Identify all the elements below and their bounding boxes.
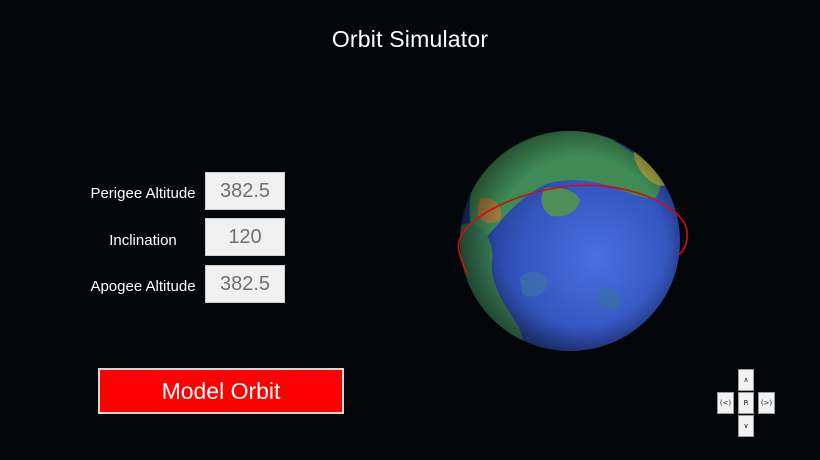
page-title: Orbit Simulator xyxy=(331,26,489,52)
inclination-label: Inclination xyxy=(109,232,177,249)
rotate-left-button[interactable]: (<) xyxy=(717,392,734,414)
perigee-altitude-input[interactable] xyxy=(205,172,285,210)
apogee-altitude-input[interactable] xyxy=(205,265,285,303)
globe-shading xyxy=(460,131,680,351)
model-orbit-button[interactable]: Model Orbit xyxy=(98,368,344,414)
perigee-altitude-label: Perigee Altitude xyxy=(90,185,196,202)
earth-globe-icon[interactable] xyxy=(450,128,690,354)
inclination-input[interactable] xyxy=(205,218,285,256)
rotate-up-button[interactable]: ∧ xyxy=(738,369,754,391)
apogee-altitude-label: Apogee Altitude xyxy=(90,278,196,295)
orbit-path xyxy=(457,184,688,255)
orbit-path-segment xyxy=(458,250,469,275)
reset-view-button[interactable]: R xyxy=(738,392,754,414)
rotate-down-button[interactable]: ∨ xyxy=(738,415,754,437)
rotate-right-button[interactable]: (>) xyxy=(758,392,775,414)
